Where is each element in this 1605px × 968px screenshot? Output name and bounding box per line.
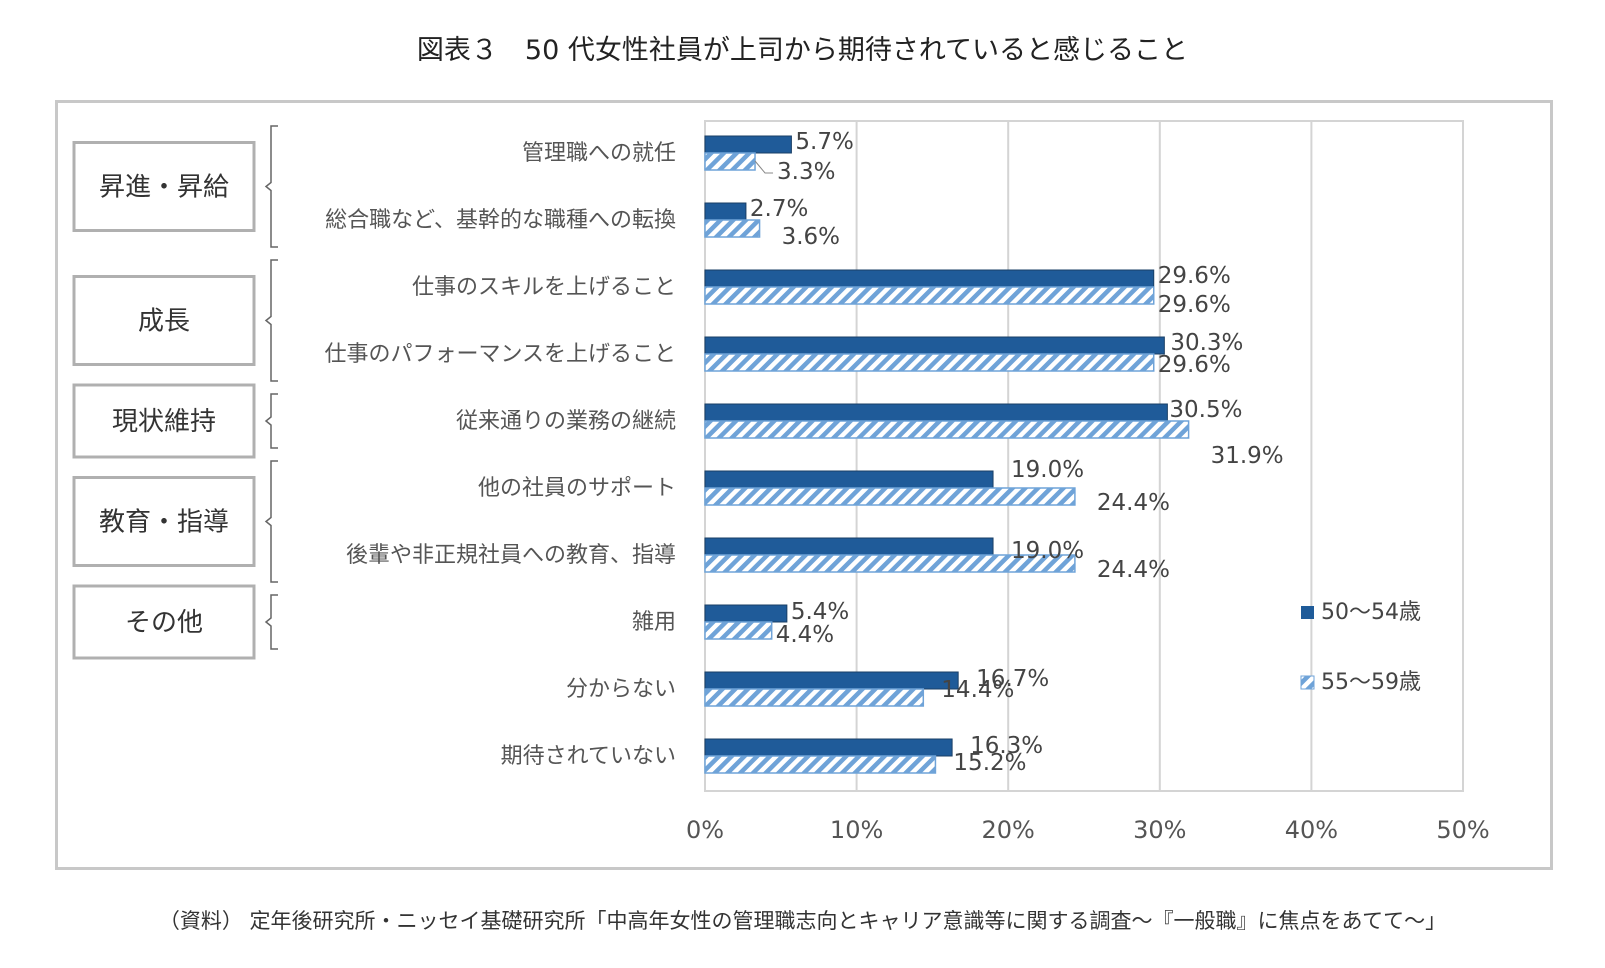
data-label-series1: 16.7% xyxy=(976,666,1049,692)
group-bracket xyxy=(264,393,278,449)
category-label: 分からない xyxy=(566,677,676,702)
bar-series1 xyxy=(704,269,1155,288)
data-label-series2: 24.4% xyxy=(1097,557,1170,583)
data-label-series2: 3.3% xyxy=(777,159,835,185)
group-bracket xyxy=(264,259,278,382)
group-box xyxy=(72,476,256,567)
data-label-series1: 30.3% xyxy=(1170,330,1243,356)
chart-frame: 0% 10% 20% 30% 40% 50% 管理職への就任総合職など、基幹的な職種への転換… xyxy=(55,100,1553,870)
bar-series1 xyxy=(704,738,953,757)
bar-series2 xyxy=(704,688,925,707)
x-tick-label: 10% xyxy=(830,816,883,844)
data-label-series2: 3.6% xyxy=(782,224,840,250)
data-label-series1: 5.7% xyxy=(795,129,853,155)
x-tick-label: 50% xyxy=(1436,816,1489,844)
category-label: 管理職への就任 xyxy=(522,141,676,166)
group-box xyxy=(72,383,256,459)
x-tick-label: 20% xyxy=(982,816,1035,844)
data-label-series1: 5.4% xyxy=(791,599,849,625)
bar-series1 xyxy=(704,135,792,154)
data-label-series1: 16.3% xyxy=(970,733,1043,759)
data-label-series2: 29.6% xyxy=(1158,352,1231,378)
category-label: 総合職など、基幹的な職種への転換 xyxy=(325,208,676,233)
group-box xyxy=(72,584,256,660)
category-label: 後輩や非正規社員への教育、指導 xyxy=(346,543,676,568)
bar-series1 xyxy=(704,202,747,221)
bar-series2 xyxy=(704,286,1155,305)
bar-series2 xyxy=(704,554,1076,573)
group-box xyxy=(72,275,256,366)
legend-label-series1: 50～54歳 xyxy=(1321,600,1421,625)
group-label: 現状維持 xyxy=(112,407,216,437)
plot-area xyxy=(704,120,1464,792)
category-label: 仕事のパフォーマンスを上げること xyxy=(324,342,676,367)
group-label: 昇進・昇給 xyxy=(99,173,229,203)
data-label-series2: 29.6% xyxy=(1158,292,1231,318)
x-tick-label: 0% xyxy=(686,816,724,844)
data-label-series1: 19.0% xyxy=(1011,457,1084,483)
data-label-series2: 24.4% xyxy=(1097,490,1170,516)
bar-series2 xyxy=(704,420,1190,439)
data-label-series2: 31.9% xyxy=(1211,443,1284,469)
x-tick-label: 40% xyxy=(1285,816,1338,844)
data-label-series1: 2.7% xyxy=(750,196,808,222)
legend-swatch-series2 xyxy=(1300,675,1315,690)
data-label-series2: 4.4% xyxy=(776,622,834,648)
legend-label-series2: 55～59歳 xyxy=(1321,670,1421,695)
bar-chart: 0% 10% 20% 30% 40% 50% 管理職への就任総合職など、基幹的な職種への転換… xyxy=(72,120,1490,844)
bar-series1 xyxy=(704,470,994,489)
bar-series2 xyxy=(704,621,773,640)
data-label-series1: 19.0% xyxy=(1011,538,1084,564)
bar-series2 xyxy=(704,755,937,774)
data-label-series2: 15.2% xyxy=(953,750,1026,776)
x-tick-label: 30% xyxy=(1133,816,1186,844)
category-label: 雑用 xyxy=(632,610,676,635)
figure-title: 図表３ 50 代女性社員が上司から期待されていると感じること xyxy=(416,35,1189,66)
group-label: 教育・指導 xyxy=(99,508,229,538)
group-bracket xyxy=(264,594,278,650)
group-bracket xyxy=(264,460,278,583)
legend-swatch-series1 xyxy=(1301,606,1314,619)
bar-series2 xyxy=(704,152,756,171)
data-label-series2: 14.4% xyxy=(941,677,1014,703)
group-bracket xyxy=(264,125,278,248)
category-label: 仕事のスキルを上げること xyxy=(412,275,676,300)
category-label: 従来通りの業務の継続 xyxy=(456,409,676,434)
bar-series1 xyxy=(704,671,959,690)
bar-series2 xyxy=(704,219,761,238)
category-label: 他の社員のサポート xyxy=(478,476,676,501)
source-note: （資料） 定年後研究所・ニッセイ基礎研究所「中高年女性の管理職志向とキャリア意識… xyxy=(158,909,1447,933)
data-label-series1: 30.5% xyxy=(1169,397,1242,423)
leader-line xyxy=(754,160,774,174)
bar-series1 xyxy=(704,336,1165,355)
data-label-series1: 29.6% xyxy=(1158,263,1231,289)
group-box xyxy=(72,141,256,232)
bar-series2 xyxy=(704,353,1155,372)
group-label: 成長 xyxy=(138,307,190,337)
group-label: その他 xyxy=(125,608,203,638)
bar-series2 xyxy=(704,487,1076,506)
bar-series1 xyxy=(704,537,994,556)
bar-series1 xyxy=(704,403,1168,422)
category-label: 期待されていない xyxy=(501,744,676,769)
bar-series1 xyxy=(704,604,788,623)
